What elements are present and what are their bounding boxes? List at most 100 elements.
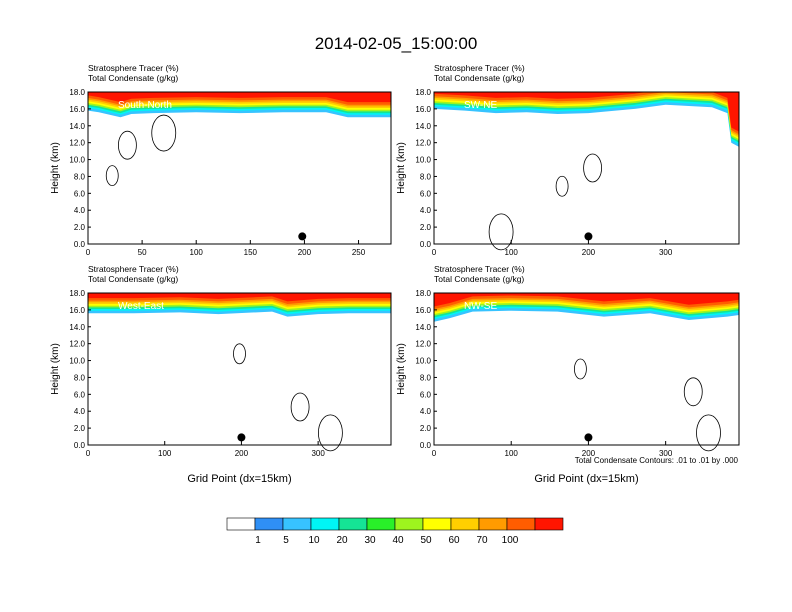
y-tick-label: 14.0 — [69, 122, 85, 131]
panel-west-east: 0.0 2.0 4.0 6.0 8.0 10.0 12.0 14.0 16.0 18.0 0 100 2… — [50, 264, 392, 485]
panel-name: South-North — [118, 100, 172, 111]
colorbar-swatch — [338, 517, 368, 531]
x-tick-label: 250 — [352, 248, 366, 257]
x-tick-label: 100 — [190, 248, 204, 257]
panel-title-line: Total Condensate (g/kg) — [88, 274, 178, 284]
y-tick-label: 4.0 — [74, 407, 86, 416]
panel-title-line: Total Condensate (g/kg) — [434, 274, 524, 284]
condensate-contours — [105, 114, 177, 187]
colorbar-label: 70 — [476, 535, 488, 546]
x-tick-label: 300 — [659, 248, 673, 257]
y-tick-label: 6.0 — [420, 189, 432, 198]
plot-frame — [433, 91, 740, 245]
condensate-contour — [317, 414, 343, 452]
y-axis-label: Height (km) — [396, 142, 407, 194]
panel-name: NW-SE — [464, 301, 497, 312]
panel-title-line: Stratosphere Tracer (%) — [88, 264, 179, 274]
tracer-field — [88, 92, 391, 118]
y-tick-label: 12.0 — [415, 139, 431, 148]
y-axis-label: Height (km) — [50, 343, 61, 395]
y-tick-label: 2.0 — [74, 223, 86, 232]
x-tick-label: 0 — [86, 449, 91, 458]
colorbar-swatch — [534, 517, 564, 531]
tracer-band-7 — [434, 92, 739, 135]
condensate-contour — [696, 414, 721, 452]
colorbar-swatch — [422, 517, 452, 531]
x-tick-label: 200 — [298, 248, 312, 257]
y-tick-label: 14.0 — [69, 323, 85, 332]
x-tick-label: 300 — [659, 449, 673, 458]
y-tick-label: 12.0 — [69, 139, 85, 148]
y-tick-label: 8.0 — [74, 172, 86, 181]
tracer-field — [434, 293, 739, 322]
station-marker — [584, 232, 593, 241]
condensate-contour — [555, 175, 569, 197]
figure-title: 2014-02-05_15:00:00 — [315, 34, 478, 53]
y-tick-label: 18.0 — [69, 289, 85, 298]
y-tick-label: 6.0 — [420, 390, 432, 399]
colorbar-swatch — [310, 517, 340, 531]
colorbar: 1 5 10 20 30 40 50 60 70 100 — [226, 517, 564, 546]
panel-name: West-East — [118, 301, 164, 312]
contour-footnote: Total Condensate Contours: .01 to .01 by… — [575, 456, 739, 465]
tracer-band-4 — [434, 92, 739, 140]
panel-title-line: Stratosphere Tracer (%) — [88, 63, 179, 73]
panel-title-line: Total Condensate (g/kg) — [88, 73, 178, 83]
condensate-contour — [683, 377, 703, 407]
tracer-band-8 — [434, 293, 739, 307]
plot-frame — [433, 292, 740, 446]
condensate-contour — [105, 165, 119, 187]
y-tick-label: 10.0 — [69, 156, 85, 165]
colorbar-label: 60 — [448, 535, 460, 546]
y-tick-label: 14.0 — [415, 122, 431, 131]
x-tick-label: 0 — [432, 248, 437, 257]
condensate-contour — [583, 153, 602, 183]
station-marker — [584, 433, 593, 442]
y-tick-label: 2.0 — [420, 424, 432, 433]
y-tick-label: 18.0 — [415, 88, 431, 97]
y-tick-label: 12.0 — [69, 340, 85, 349]
colorbar-swatch — [394, 517, 424, 531]
y-tick-label: 2.0 — [420, 223, 432, 232]
x-tick-label: 200 — [582, 449, 596, 458]
tracer-field — [88, 293, 391, 317]
x-tick-label: 200 — [235, 449, 249, 458]
y-tick-label: 6.0 — [74, 390, 86, 399]
colorbar-swatch — [254, 517, 284, 531]
y-tick-label: 16.0 — [69, 105, 85, 114]
y-tick-label: 14.0 — [415, 323, 431, 332]
panel-nw-se: 0.0 2.0 4.0 6.0 8.0 10.0 12.0 14.0 16.0 18.0 0 100 2… — [396, 264, 740, 485]
y-tick-label: 18.0 — [69, 88, 85, 97]
x-axis-label: Grid Point (dx=15km) — [534, 473, 638, 485]
tracer-band-5 — [434, 92, 739, 138]
x-tick-label: 150 — [244, 248, 258, 257]
x-axis-label: Grid Point (dx=15km) — [187, 473, 291, 485]
condensate-contour — [488, 213, 514, 251]
colorbar-swatch — [226, 517, 256, 531]
colorbar-swatch — [282, 517, 312, 531]
colorbar-label: 10 — [308, 535, 320, 546]
colorbar-label: 5 — [283, 535, 289, 546]
colorbar-swatch — [450, 517, 480, 531]
colorbar-label: 20 — [336, 535, 348, 546]
condensate-contours — [574, 358, 721, 452]
y-tick-label: 4.0 — [74, 206, 86, 215]
plot-frame — [87, 91, 392, 245]
condensate-contour — [117, 130, 137, 160]
colorbar-label: 40 — [392, 535, 404, 546]
y-tick-label: 0.0 — [74, 441, 86, 450]
panel-title-line: Stratosphere Tracer (%) — [434, 63, 525, 73]
y-tick-label: 10.0 — [69, 357, 85, 366]
y-axis-label: Height (km) — [396, 343, 407, 395]
panel-title-line: Stratosphere Tracer (%) — [434, 264, 525, 274]
y-tick-label: 12.0 — [415, 340, 431, 349]
y-axis-label: Height (km) — [50, 142, 61, 194]
tracer-field — [434, 92, 739, 147]
station-marker — [237, 433, 246, 442]
y-tick-label: 16.0 — [415, 306, 431, 315]
y-tick-label: 8.0 — [420, 172, 432, 181]
colorbar-swatch — [478, 517, 508, 531]
x-tick-label: 50 — [138, 248, 147, 257]
panel-south-north: 0.0 2.0 4.0 6.0 8.0 10.0 12.0 14.0 16.0 18.0 0 50 10… — [50, 63, 392, 257]
